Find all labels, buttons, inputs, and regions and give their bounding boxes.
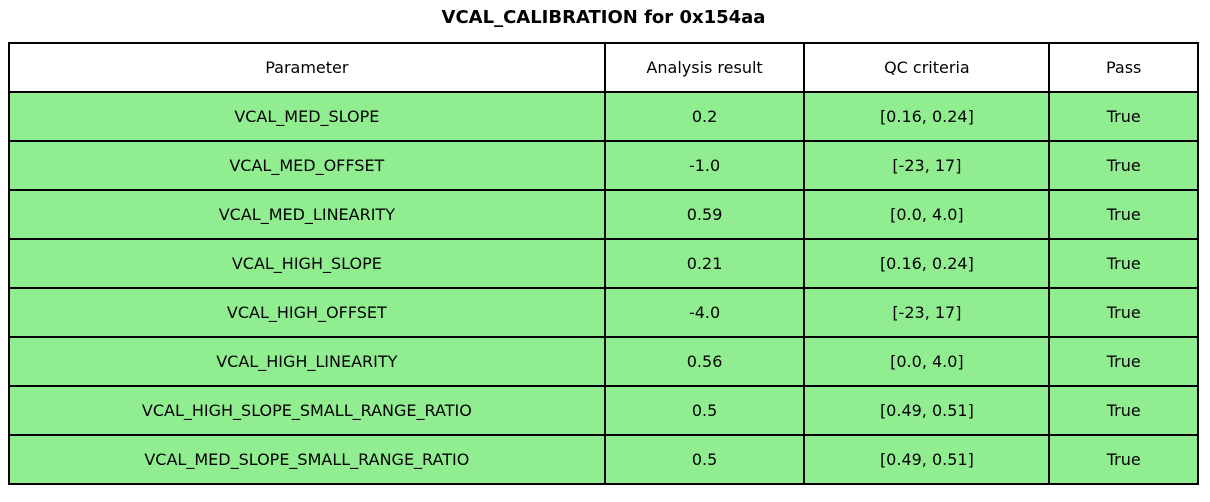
cell-analysis-result: 0.21 — [603, 238, 806, 289]
cell-qc-criteria: [-23, 17] — [803, 287, 1051, 338]
cell-parameter: VCAL_HIGH_SLOPE — [8, 238, 606, 289]
cell-parameter: VCAL_HIGH_SLOPE_SMALL_RANGE_RATIO — [8, 385, 606, 436]
table-row: VCAL_HIGH_SLOPE 0.21 [0.16, 0.24] True — [8, 238, 1199, 289]
cell-analysis-result: 0.56 — [603, 336, 806, 387]
cell-parameter: VCAL_MED_LINEARITY — [8, 189, 606, 240]
cell-parameter: VCAL_MED_SLOPE — [8, 91, 606, 142]
cell-qc-criteria: [0.49, 0.51] — [803, 385, 1051, 436]
cell-qc-criteria: [0.16, 0.24] — [803, 91, 1051, 142]
cell-pass: True — [1048, 336, 1199, 387]
cell-pass: True — [1048, 91, 1199, 142]
cell-analysis-result: 0.5 — [603, 434, 806, 485]
table-row: VCAL_MED_LINEARITY 0.59 [0.0, 4.0] True — [8, 189, 1199, 240]
cell-qc-criteria: [0.16, 0.24] — [803, 238, 1051, 289]
cell-analysis-result: 0.2 — [603, 91, 806, 142]
cell-qc-criteria: [0.49, 0.51] — [803, 434, 1051, 485]
cell-pass: True — [1048, 385, 1199, 436]
header-row: Parameter Analysis result QC criteria Pa… — [8, 42, 1199, 93]
col-header-parameter: Parameter — [8, 42, 606, 93]
table-row: VCAL_MED_SLOPE_SMALL_RANGE_RATIO 0.5 [0.49… — [8, 434, 1199, 485]
table-row: VCAL_HIGH_LINEARITY 0.56 [0.0, 4.0] True — [8, 336, 1199, 387]
cell-parameter: VCAL_HIGH_OFFSET — [8, 287, 606, 338]
cell-qc-criteria: [0.0, 4.0] — [803, 189, 1051, 240]
cell-pass: True — [1048, 189, 1199, 240]
cell-analysis-result: -4.0 — [603, 287, 806, 338]
table-row: VCAL_MED_OFFSET -1.0 [-23, 17] True — [8, 140, 1199, 191]
qc-table-body: VCAL_MED_SLOPE 0.2 [0.16, 0.24] True VCAL_ME… — [8, 91, 1199, 485]
cell-parameter: VCAL_MED_SLOPE_SMALL_RANGE_RATIO — [8, 434, 606, 485]
cell-pass: True — [1048, 287, 1199, 338]
cell-qc-criteria: [-23, 17] — [803, 140, 1051, 191]
table-row: VCAL_HIGH_OFFSET -4.0 [-23, 17] True — [8, 287, 1199, 338]
table-row: VCAL_HIGH_SLOPE_SMALL_RANGE_RATIO 0.5 [0.4… — [8, 385, 1199, 436]
col-header-qc-criteria: QC criteria — [803, 42, 1051, 93]
table-row: VCAL_MED_SLOPE 0.2 [0.16, 0.24] True — [8, 91, 1199, 142]
cell-qc-criteria: [0.0, 4.0] — [803, 336, 1051, 387]
qc-table: Parameter Analysis result QC criteria Pa… — [8, 42, 1199, 485]
cell-parameter: VCAL_MED_OFFSET — [8, 140, 606, 191]
cell-pass: True — [1048, 238, 1199, 289]
col-header-pass: Pass — [1048, 42, 1199, 93]
cell-parameter: VCAL_HIGH_LINEARITY — [8, 336, 606, 387]
cell-analysis-result: -1.0 — [603, 140, 806, 191]
col-header-analysis-result: Analysis result — [603, 42, 806, 93]
page-title: VCAL_CALIBRATION for 0x154aa — [441, 7, 766, 28]
cell-pass: True — [1048, 140, 1199, 191]
cell-analysis-result: 0.59 — [603, 189, 806, 240]
cell-pass: True — [1048, 434, 1199, 485]
cell-analysis-result: 0.5 — [603, 385, 806, 436]
